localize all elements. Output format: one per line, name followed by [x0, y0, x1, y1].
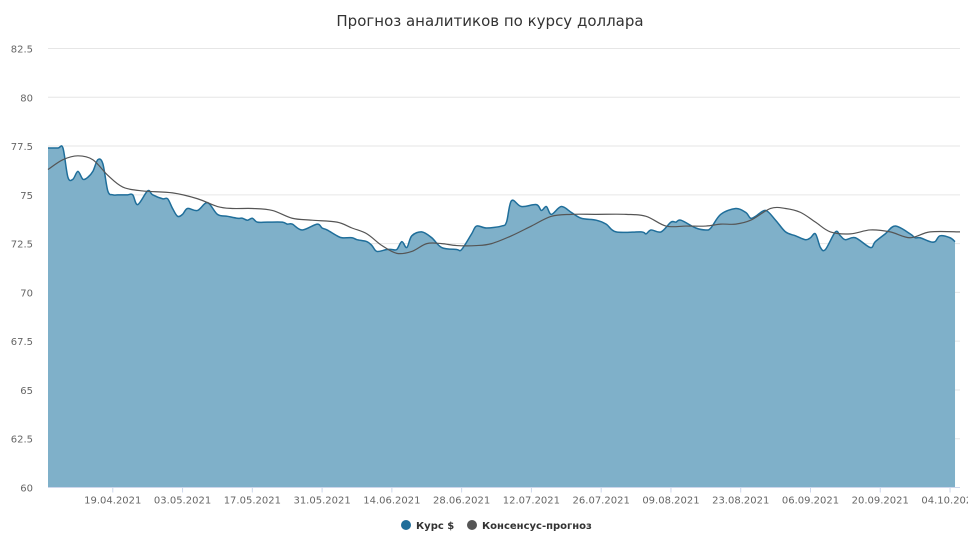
- y-tick-label: 60: [20, 484, 33, 495]
- y-tick-label: 65: [20, 386, 33, 397]
- area-fill-kurs: [48, 145, 956, 488]
- x-tick-label: 26.07.2021: [573, 496, 630, 507]
- series-line-group: [47, 155, 961, 255]
- series-area-group: [47, 145, 956, 488]
- y-tick-label: 62.5: [11, 435, 33, 446]
- y-tick-label: 67.5: [11, 337, 33, 348]
- y-tick-label: 77.5: [11, 142, 33, 153]
- line-consensus: [47, 155, 961, 255]
- legend-marker: [401, 520, 411, 530]
- x-tick-label: 14.06.2021: [363, 496, 420, 507]
- chart-title: Прогноз аналитиков по курсу доллара: [336, 12, 643, 30]
- x-tick-label: 23.08.2021: [712, 496, 769, 507]
- area-line-kurs: [47, 145, 956, 253]
- y-axis-ticks: 60 62.5 65 67.5 70 72.5 75 77.5 80 82.5: [11, 45, 33, 495]
- y-tick-label: 82.5: [11, 45, 33, 56]
- x-tick-label: 12.07.2021: [503, 496, 560, 507]
- x-tick-label: 19.04.2021: [84, 496, 141, 507]
- y-tick-label: 70: [20, 288, 33, 299]
- legend-label: Консенсус-прогноз: [482, 521, 592, 532]
- legend-label: Курс $: [416, 521, 454, 532]
- x-tick-label: 31.05.2021: [293, 496, 350, 507]
- x-tick-label: 06.09.2021: [782, 496, 839, 507]
- legend-item-consensus[interactable]: Консенсус-прогноз: [467, 520, 592, 532]
- x-tick-label: 09.08.2021: [642, 496, 699, 507]
- x-tick-label: 20.09.2021: [852, 496, 909, 507]
- x-tick-label: 28.06.2021: [433, 496, 490, 507]
- x-axis-ticks: 19.04.2021 03.05.2021 17.05.2021 31.05.2021…: [84, 487, 968, 507]
- x-tick-label: 04.10.2021: [921, 496, 968, 507]
- y-tick-label: 75: [20, 191, 33, 202]
- legend[interactable]: Курс $ Консенсус-прогноз: [401, 520, 592, 532]
- legend-marker: [467, 520, 477, 530]
- y-tick-label: 80: [20, 93, 33, 104]
- legend-item-kurs[interactable]: Курс $: [401, 520, 454, 532]
- y-tick-label: 72.5: [11, 240, 33, 251]
- x-tick-label: 17.05.2021: [224, 496, 281, 507]
- x-tick-label: 03.05.2021: [154, 496, 211, 507]
